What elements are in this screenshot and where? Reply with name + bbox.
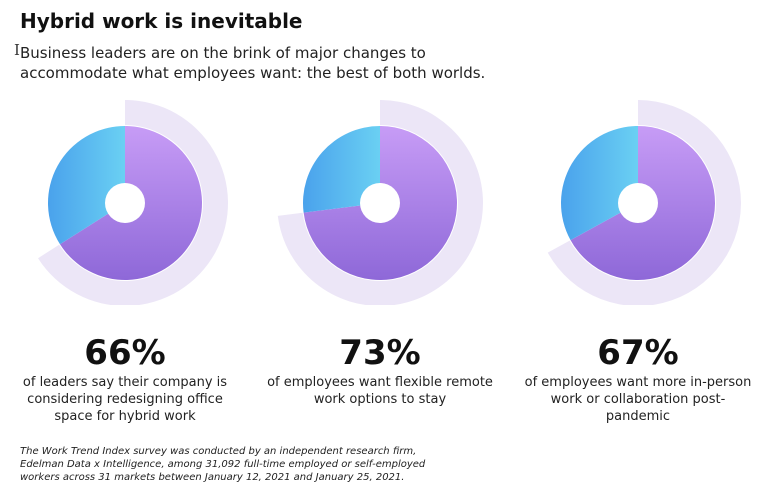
stat-block-3: 67% of employees want more in-person wor… bbox=[513, 333, 763, 425]
page-subtitle: Business leaders are on the brink of maj… bbox=[20, 44, 486, 82]
footnote: The Work Trend Index survey was conducte… bbox=[20, 446, 426, 483]
stat-value: 73% bbox=[339, 333, 421, 373]
stat-value: 66% bbox=[84, 333, 166, 373]
text-cursor-icon: I bbox=[14, 41, 20, 59]
stat-block-2: 73% of employees want flexible remote wo… bbox=[255, 333, 505, 408]
stat-block-1: 66% of leaders say their company is cons… bbox=[0, 333, 250, 425]
donut-hole bbox=[360, 183, 400, 223]
donut-slice-remainder bbox=[48, 126, 125, 245]
stat-description: of leaders say their company is consider… bbox=[22, 375, 228, 424]
stat-description: of employees want more in-person work or… bbox=[524, 375, 752, 424]
donut-charts bbox=[38, 100, 741, 305]
donut-slice-remainder bbox=[561, 126, 638, 241]
stat-description: of employees want flexible remote work o… bbox=[267, 375, 493, 407]
donut-hole bbox=[105, 183, 145, 223]
donut-hole bbox=[618, 183, 658, 223]
donut-slice-remainder bbox=[303, 126, 380, 213]
stat-value: 67% bbox=[597, 333, 679, 373]
page-title: Hybrid work is inevitable bbox=[20, 9, 303, 33]
